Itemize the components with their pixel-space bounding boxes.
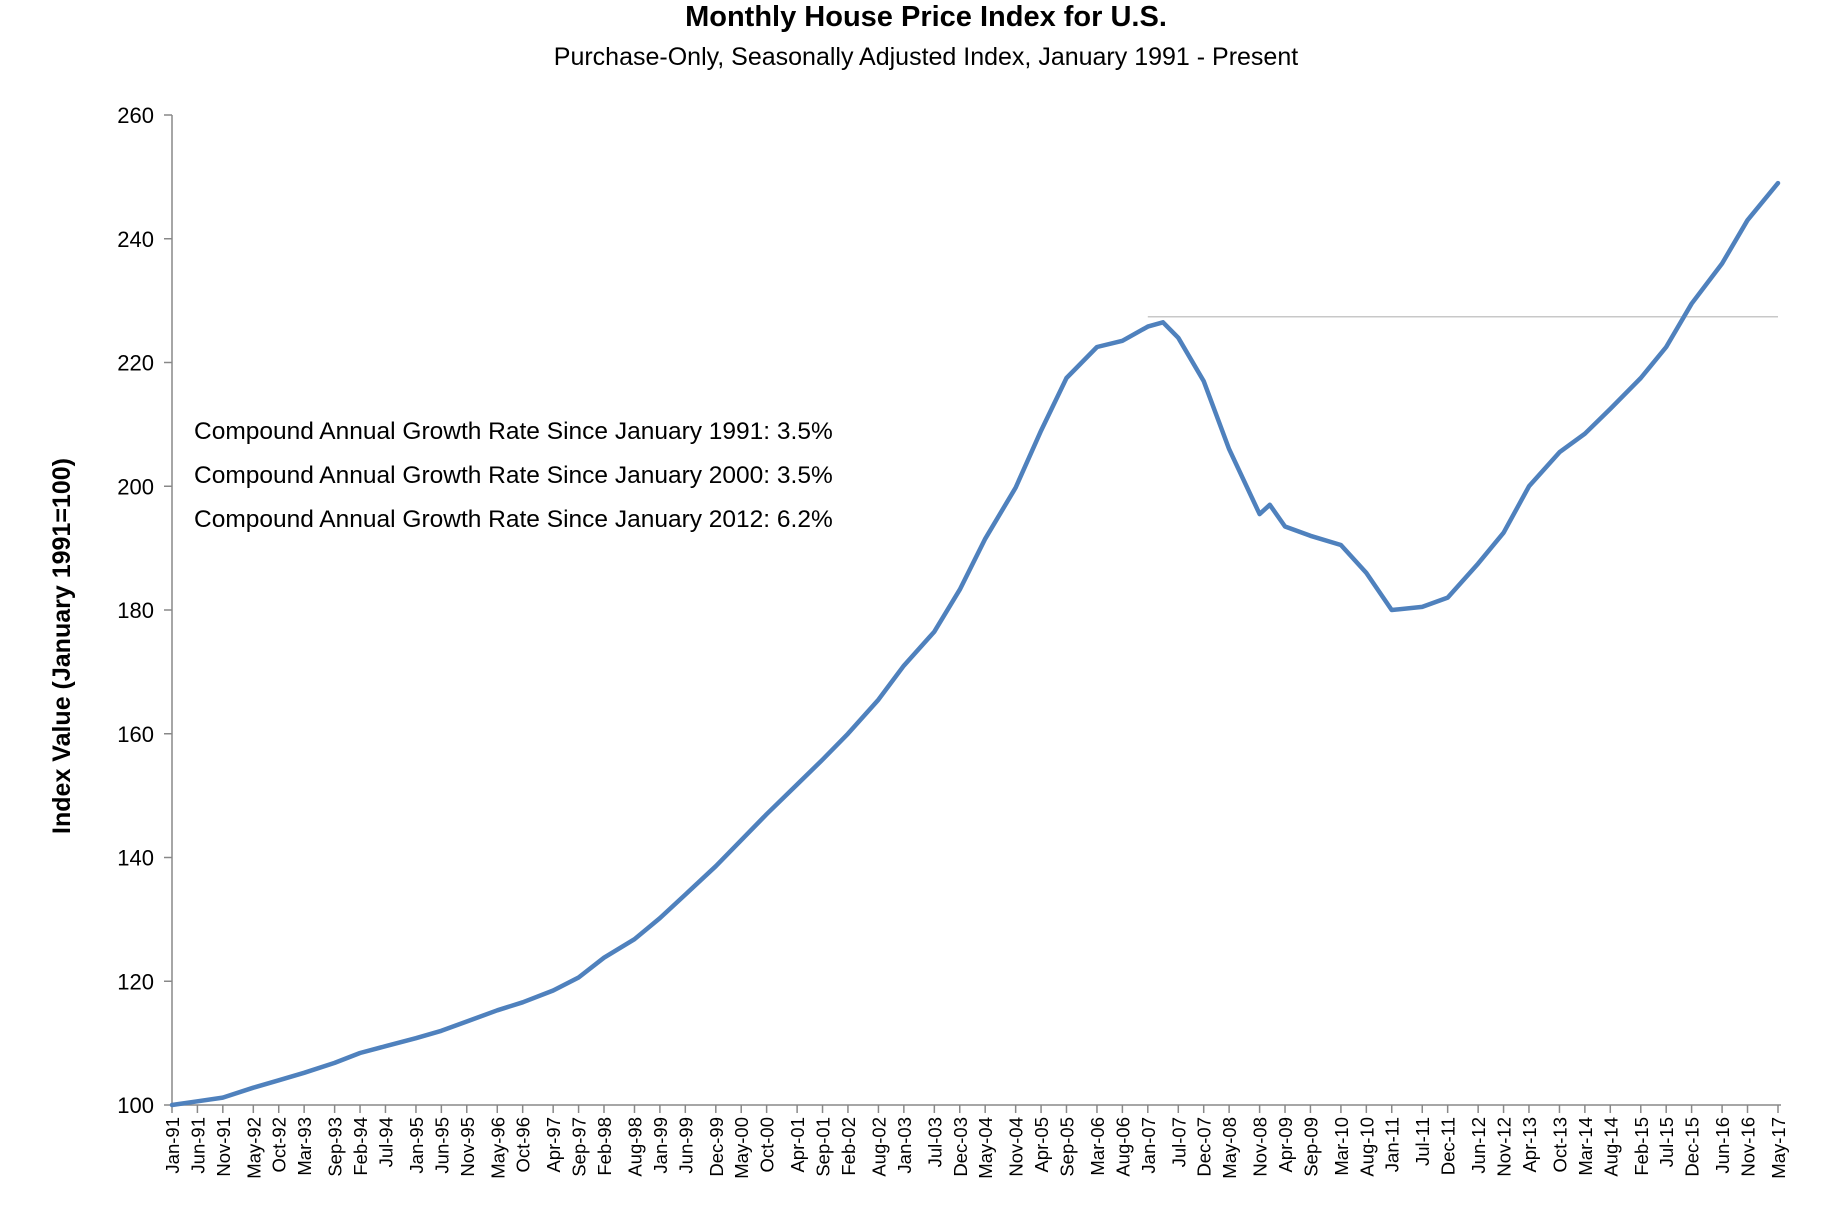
growth-rate-annotation: Compound Annual Growth Rate Since Januar… — [194, 506, 833, 533]
growth-rate-annotation: Compound Annual Growth Rate Since Januar… — [194, 418, 833, 445]
y-tick-label: 180 — [117, 598, 154, 623]
y-tick-label: 220 — [117, 351, 154, 376]
x-tick-label: Feb-15 — [1631, 1117, 1652, 1176]
x-tick-label: Feb-94 — [350, 1117, 371, 1176]
x-tick-label: May-17 — [1768, 1117, 1789, 1179]
x-tick-label: May-04 — [975, 1117, 996, 1179]
x-tick-label: Aug-02 — [868, 1117, 889, 1177]
x-tick-label: Sep-93 — [325, 1117, 346, 1177]
x-tick-label: Apr-97 — [543, 1117, 564, 1173]
x-tick-label: Jun-91 — [187, 1117, 208, 1174]
x-tick-label: Feb-02 — [838, 1117, 859, 1176]
chart-title: Monthly House Price Index for U.S. — [685, 1, 1167, 33]
x-tick-label: Dec-03 — [950, 1117, 971, 1177]
x-tick-label: Dec-07 — [1194, 1117, 1215, 1177]
x-tick-label: Mar-06 — [1087, 1117, 1108, 1176]
x-tick-label: Sep-97 — [569, 1117, 590, 1177]
x-tick-label: Apr-05 — [1031, 1117, 1052, 1173]
x-tick-label: Aug-14 — [1600, 1117, 1621, 1177]
y-tick-label: 160 — [117, 722, 154, 747]
x-tick-label: Aug-10 — [1356, 1117, 1377, 1177]
x-tick-label: Nov-16 — [1738, 1117, 1759, 1177]
y-tick-label: 260 — [117, 103, 154, 128]
x-tick-label: Sep-09 — [1300, 1117, 1321, 1177]
x-tick-label: Jan-03 — [894, 1117, 915, 1174]
series-group — [169, 180, 1781, 1108]
x-tick-label: Aug-06 — [1112, 1117, 1133, 1177]
x-tick-label: Dec-99 — [706, 1117, 727, 1177]
x-tick-label: Mar-93 — [294, 1117, 315, 1176]
chart-subtitle: Purchase-Only, Seasonally Adjusted Index… — [554, 43, 1298, 71]
x-tick-label: May-96 — [487, 1117, 508, 1179]
x-tick-label: Oct-92 — [269, 1117, 290, 1173]
x-tick-label: Jun-95 — [431, 1117, 452, 1174]
x-tick-label: Jan-07 — [1138, 1117, 1159, 1174]
x-tick-label: Nov-12 — [1494, 1117, 1515, 1177]
y-tick-label: 140 — [117, 846, 154, 871]
x-tick-label: Jun-16 — [1712, 1117, 1733, 1174]
x-tick-label: Oct-96 — [513, 1117, 534, 1173]
x-tick-label: Jul-11 — [1412, 1117, 1433, 1166]
x-tick-label: Jan-11 — [1382, 1117, 1403, 1172]
x-tick-label: Jun-99 — [675, 1117, 696, 1174]
x-tick-label: Jul-07 — [1168, 1117, 1189, 1167]
x-tick-label: Sep-05 — [1056, 1117, 1077, 1177]
y-axis-label: Index Value (January 1991=100) — [48, 458, 76, 834]
x-tick-label: Jul-15 — [1656, 1117, 1677, 1167]
x-tick-label: Oct-13 — [1549, 1117, 1570, 1173]
y-tick-label: 120 — [117, 969, 154, 994]
y-tick-label: 200 — [117, 474, 154, 499]
x-tick-label: Sep-01 — [813, 1117, 834, 1177]
x-tick-label: Oct-00 — [757, 1117, 778, 1173]
growth-rate-annotation: Compound Annual Growth Rate Since Januar… — [194, 462, 833, 489]
x-tick-label: Jan-99 — [650, 1117, 671, 1174]
x-tick-label: Nov-04 — [1006, 1117, 1027, 1177]
x-tick-label: Nov-08 — [1250, 1117, 1271, 1177]
x-tick-label: Mar-14 — [1575, 1117, 1596, 1176]
x-tick-label: Aug-98 — [624, 1117, 645, 1177]
x-tick-label: May-08 — [1219, 1117, 1240, 1179]
annotations: Compound Annual Growth Rate Since Januar… — [194, 418, 833, 533]
x-tick-label: Jul-03 — [924, 1117, 945, 1167]
x-tick-label: Jan-91 — [162, 1117, 183, 1174]
x-tick-label: May-00 — [731, 1117, 752, 1179]
x-tick-label: Feb-98 — [594, 1117, 615, 1176]
x-tick-label: Jan-95 — [406, 1117, 427, 1174]
x-tick-label: Nov-91 — [213, 1117, 234, 1177]
x-tick-label: Nov-95 — [457, 1117, 478, 1177]
series-line — [169, 180, 1781, 1108]
x-tick-label: Apr-09 — [1275, 1117, 1296, 1173]
x-tick-label: Dec-15 — [1682, 1117, 1703, 1177]
x-tick-label: Jun-12 — [1468, 1117, 1489, 1174]
x-tick-label: Mar-10 — [1331, 1117, 1352, 1176]
x-tick-label: Apr-13 — [1519, 1117, 1540, 1173]
x-tick-label: May-92 — [243, 1117, 264, 1179]
y-tick-label: 100 — [117, 1093, 154, 1118]
x-tick-label: Dec-11 — [1438, 1117, 1459, 1175]
y-tick-label: 240 — [117, 227, 154, 252]
x-tick-label: Apr-01 — [787, 1117, 808, 1173]
x-tick-label: Jul-94 — [375, 1117, 396, 1167]
